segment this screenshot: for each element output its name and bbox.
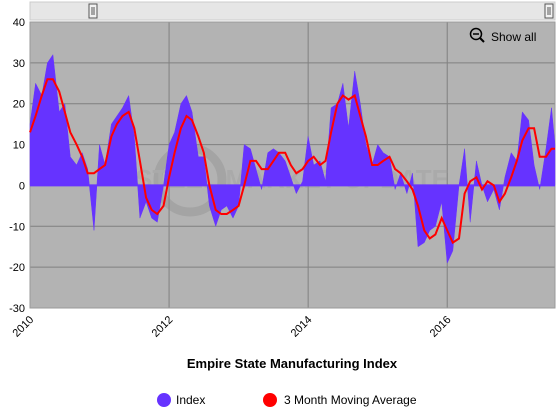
index-series-area (29, 53, 556, 265)
y-tick-label: 20 (13, 99, 25, 111)
x-tick-label: 2012 (150, 314, 176, 340)
y-tick-label: -20 (9, 262, 25, 274)
y-tick-label: 0 (19, 180, 25, 192)
legend-label-moving-average: 3 Month Moving Average (284, 393, 417, 407)
y-axis: 40 30 20 10 0 -10 -20 -30 (9, 17, 25, 315)
x-tick-label: 2016 (428, 314, 454, 340)
x-axis: 2010 2012 2014 2016 (11, 314, 454, 340)
legend: Index 3 Month Moving Average (157, 393, 417, 407)
y-tick-label: 10 (13, 140, 25, 152)
x-tick-label: 2010 (11, 314, 37, 340)
legend-item-index[interactable]: Index (157, 393, 205, 407)
chart-title: Empire State Manufacturing Index (187, 356, 398, 371)
navigator-handle-left[interactable] (88, 3, 98, 19)
navigator-bar[interactable] (29, 1, 556, 21)
legend-swatch-index (157, 393, 171, 407)
show-all-button[interactable]: Show all (469, 27, 537, 45)
moving-average-line (29, 78, 555, 245)
y-tick-label: -10 (9, 221, 25, 233)
legend-swatch-moving-average (263, 393, 277, 407)
y-tick-label: 30 (13, 58, 25, 70)
legend-item-moving-average[interactable]: 3 Month Moving Average (263, 393, 417, 407)
y-tick-label: 40 (13, 17, 25, 29)
legend-label-index: Index (176, 393, 205, 407)
navigator-handle-right[interactable] (544, 3, 554, 19)
x-tick-label: 2014 (289, 314, 315, 340)
show-all-label: Show all (491, 30, 536, 44)
zoom-out-icon (469, 27, 485, 43)
y-tick-label: -30 (9, 303, 25, 315)
